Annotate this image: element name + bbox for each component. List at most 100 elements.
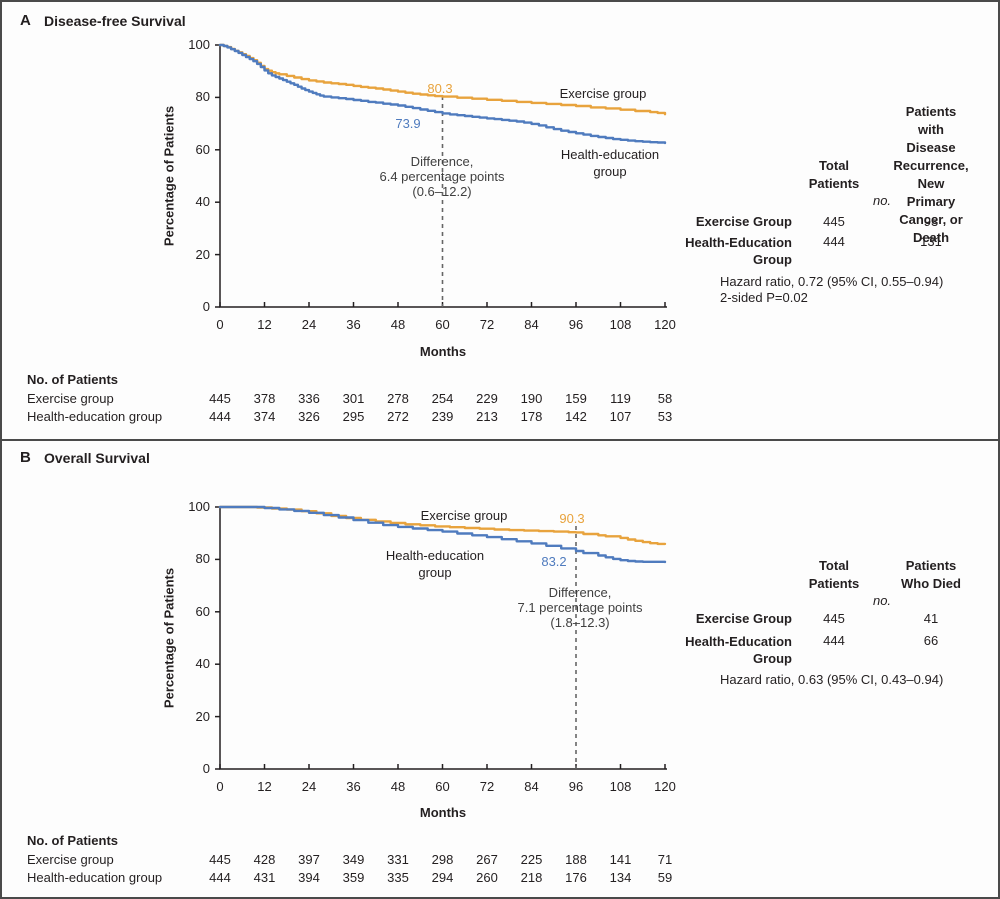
risk-count: 445 [209,391,231,406]
y-tick-label: 100 [188,37,210,52]
risk-count: 59 [657,870,673,885]
risk-count: 272 [387,409,409,424]
panel-b-hazard-ratio-note: Hazard ratio, 0.63 (95% CI, 0.43–0.94) [720,672,944,687]
risk-count: 301 [342,391,365,406]
panel-a-row-health-events: 131 [920,234,942,249]
risk-count: 267 [476,852,498,867]
panel-a-exercise-curve [218,43,667,116]
y-tick-label: 40 [195,656,210,672]
risk-count: 428 [253,852,276,867]
risk-count: 374 [253,409,276,424]
panel-b-x-axis-label: Months [419,805,467,820]
x-tick-label: 36 [346,317,361,332]
panel-b-health-curve-label: Health-education group [385,548,485,580]
risk-count: 142 [565,409,587,424]
x-tick-label: 96 [568,317,584,332]
risk-count: 178 [520,409,543,424]
panel-a-row-exercise-label: Exercise Group [695,214,792,229]
panel-a-exercise-curve-label: Exercise group [559,86,647,101]
panel-b-letter: B [20,449,31,466]
x-tick-label: 60 [435,317,450,332]
risk-count: 119 [610,391,631,406]
risk-count: 176 [565,870,587,885]
y-tick-label: 0 [202,299,210,314]
panel-b-row-health-total: 444 [823,633,845,648]
x-tick-label: 12 [257,317,272,332]
y-tick-label: 80 [195,89,210,105]
x-tick-label: 24 [301,317,317,332]
risk-count: 331 [387,852,409,867]
risk-count: 445 [209,852,231,867]
risk-count: 239 [431,409,454,424]
risk-count: 378 [253,391,276,406]
panel-a-row-exercise-total: 445 [823,214,845,229]
panel-b-exercise-curve-label: Exercise group [420,508,508,523]
x-tick-label: 48 [390,317,406,332]
x-tick-label: 36 [346,779,361,794]
panel-b-row-exercise-total: 445 [823,611,845,626]
x-tick-label: 96 [568,779,584,794]
risk-count: 295 [342,409,365,424]
risk-count: 349 [342,852,365,867]
panel-a-row-health-label: Health-Education Group [685,235,792,267]
risk-count: 190 [520,391,543,406]
risk-count: 229 [476,391,498,406]
panel-b-risk-row-health-label: Health-education group [27,870,163,885]
risk-count: 188 [565,852,587,867]
y-tick-label: 40 [195,194,210,210]
risk-count: 359 [342,870,365,885]
panel-divider [2,439,998,441]
risk-count: 335 [387,870,409,885]
panel-a-difference-annotation: Difference, 6.4 percentage points (0.6–1… [379,154,505,199]
panel-b-title: Overall Survival [44,450,150,466]
x-tick-label: 108 [609,317,632,332]
panel-a-pvalue-note: 2-sided P=0.02 [720,290,808,305]
risk-count: 298 [431,852,454,867]
risk-count: 278 [387,391,409,406]
panel-a-col-header-total: Total Patients [808,158,860,191]
risk-count: 254 [431,391,454,406]
y-tick-label: 0 [202,761,210,776]
y-tick-label: 20 [195,246,210,262]
x-tick-label: 0 [216,317,224,332]
panel-a-letter: A [20,12,31,29]
panel-b-row-exercise-label: Exercise Group [695,611,792,626]
risk-count: 107 [609,409,632,424]
panel-a-col-header-events: Patients with Disease Recurrence, New Pr… [893,104,969,245]
y-tick-label: 80 [195,551,210,567]
x-tick-label: 108 [609,779,632,794]
panel-b-unit-label: no. [872,593,892,608]
x-tick-label: 72 [479,317,495,332]
panel-b-risk-table-title: No. of Patients [27,833,119,848]
x-tick-label: 72 [479,779,495,794]
risk-count: 134 [609,870,632,885]
risk-count: 218 [520,870,543,885]
risk-count: 159 [565,391,587,406]
risk-count: 431 [253,870,276,885]
x-tick-label: 120 [654,779,676,794]
panel-a-title: Disease-free Survival [44,13,186,29]
risk-count: 58 [657,391,673,406]
panel-b-exercise-value-label: 90.3 [559,511,585,526]
risk-count: 294 [431,870,454,885]
risk-count: 53 [657,409,673,424]
panel-a-health-value-label: 73.9 [395,116,421,131]
x-tick-label: 120 [654,317,676,332]
panel-b-col-header-events: Patients Who Died [901,558,961,591]
x-tick-label: 0 [216,779,224,794]
x-tick-label: 48 [390,779,406,794]
panel-a-health-curve-label: Health-education group [560,147,660,179]
panel-b-difference-annotation: Difference, 7.1 percentage points (1.8–1… [517,585,643,630]
risk-count: 213 [476,409,498,424]
panel-a-y-axis-label: Percentage of Patients [161,105,177,247]
risk-count: 141 [609,852,632,867]
panel-b-row-health-label: Health-Education Group [685,634,792,666]
panel-b-row-exercise-events: 41 [923,611,939,626]
panel-b-y-axis-label: Percentage of Patients [161,567,177,709]
panel-a-hazard-ratio-note: Hazard ratio, 0.72 (95% CI, 0.55–0.94) [720,274,944,289]
risk-count: 71 [657,852,673,867]
y-tick-label: 100 [188,499,210,514]
risk-count: 336 [298,391,320,406]
